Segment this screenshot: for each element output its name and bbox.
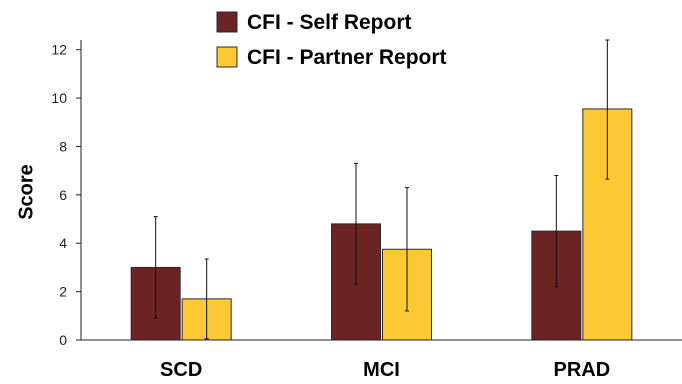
y-axis: 0 2 4 6 8 10 12 <box>51 40 82 348</box>
x-tick-label-scd: SCD <box>160 359 202 381</box>
y-tick-label: 8 <box>59 138 67 154</box>
y-tick-label: 2 <box>59 284 67 300</box>
y-tick-label: 10 <box>51 90 67 106</box>
legend-swatch <box>216 11 238 33</box>
legend-label: CFI - Partner Report <box>247 46 447 69</box>
y-tick-label: 12 <box>51 42 67 58</box>
y-tick-label: 4 <box>59 235 67 251</box>
y-tick-label: 0 <box>59 332 67 348</box>
legend-swatch <box>216 46 238 68</box>
y-axis-title: Score <box>15 164 37 220</box>
x-tick-label-mci: MCI <box>363 359 400 381</box>
x-tick-label-prad: PRAD <box>553 359 610 381</box>
y-tick-label: 6 <box>59 187 67 203</box>
bars <box>130 39 633 341</box>
legend-label: CFI - Self Report <box>247 11 412 34</box>
legend: CFI - Self Report CFI - Partner Report <box>216 11 447 69</box>
x-axis: SCD MCI PRAD <box>81 339 682 381</box>
